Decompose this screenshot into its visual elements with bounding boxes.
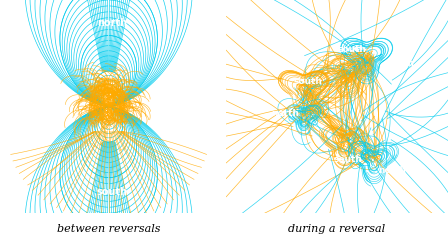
Text: south: south	[97, 187, 128, 197]
Text: north: north	[271, 109, 299, 118]
Text: during a reversal: during a reversal	[289, 224, 385, 234]
Text: south: south	[337, 45, 366, 54]
Text: north: north	[97, 18, 127, 28]
Text: north: north	[386, 60, 414, 68]
Text: south: south	[293, 77, 322, 86]
Text: between reversals: between reversals	[57, 224, 161, 234]
Text: north: north	[379, 166, 407, 175]
Text: south: south	[334, 155, 362, 164]
